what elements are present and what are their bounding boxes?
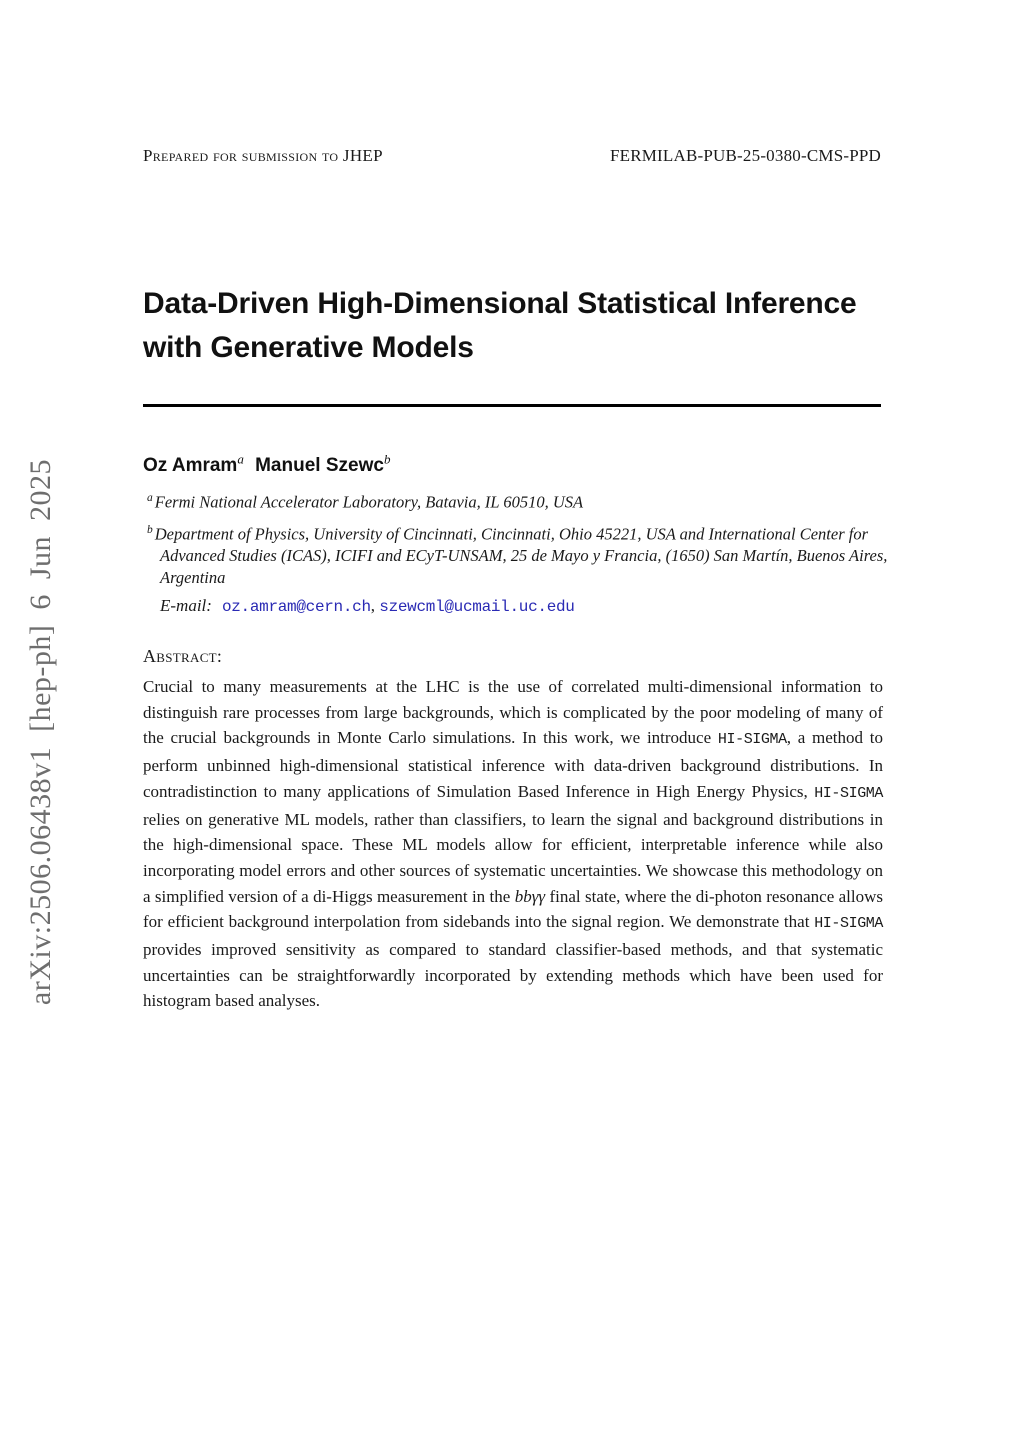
inline-code: HI-SIGMA [717,731,787,749]
email-link[interactable]: szewcml@ucmail.uc.edu [379,598,575,616]
paper-title: Data-Driven High-Dimensional Statistical… [143,282,903,370]
abstract-run: provides improved sensitivity as compare… [143,940,883,1011]
author: Manuel Szewcb [255,452,391,477]
page-header: Prepared for submission to JHEP FERMILAB… [143,146,881,166]
email-links: oz.amram@cern.ch, szewcml@ucmail.uc.edu [221,596,575,616]
affiliation: b Department of Physics, University of Ci… [147,524,888,587]
abstract-run: final state, where the di-photon resonan… [143,886,883,932]
author-list: Oz Amrama Manuel Szewcb [143,452,881,477]
author: Oz Amrama [143,452,244,477]
abstract-run: , a method to perform unbinned high-dime… [143,728,883,801]
submission-note: Prepared for submission to JHEP [143,146,383,165]
inline-math: bbγγ [514,886,546,906]
title-divider [143,404,881,407]
abstract-text: Crucial to many measurements at the LHC … [143,674,883,1014]
email-row: E-mail: oz.amram@cern.ch, szewcml@ucmail.… [160,596,890,616]
inline-code: HI-SIGMA [814,915,883,933]
email-label: E-mail: [160,596,212,615]
affiliation-list: a Fermi National Accelerator Laboratory, … [143,488,889,595]
paper-title-line2: with Generative Models [143,331,474,364]
abstract-run: relies on generative ML models, rather t… [143,809,883,906]
inline-code: HI-SIGMA [814,784,883,802]
arxiv-identifier: arXiv:2506.06438v1 [hep-ph] 6 Jun 2025 [24,458,57,1006]
abstract-run: Crucial to many measurements at the LHC … [143,677,883,748]
email-link[interactable]: oz.amram@cern.ch [221,598,371,616]
affiliation: a Fermi National Accelerator Laboratory, … [147,492,584,512]
paper-title-line1: Data-Driven High-Dimensional Statistical… [143,287,857,320]
abstract-label: Abstract: [143,646,223,666]
report-number: FERMILAB-PUB-25-0380-CMS-PPD [609,146,881,165]
